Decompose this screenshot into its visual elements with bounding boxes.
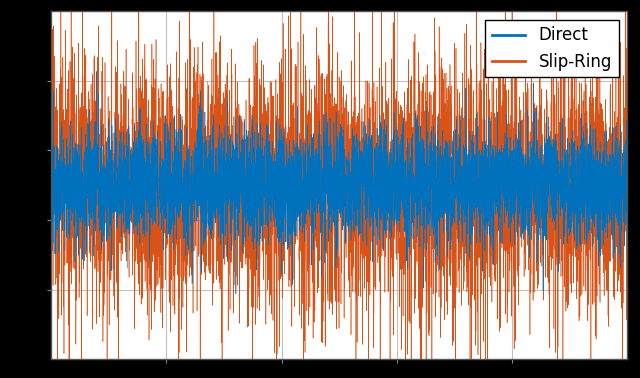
Direct	[623, 246, 631, 251]
Slip-Ring	[47, 161, 55, 165]
Direct	[268, 153, 275, 158]
Direct	[92, 69, 100, 74]
Slip-Ring	[623, 141, 631, 146]
Direct	[521, 165, 529, 170]
Direct	[477, 159, 485, 163]
Slip-Ring	[268, 80, 275, 85]
Direct	[393, 168, 401, 172]
Line: Slip-Ring: Slip-Ring	[51, 0, 627, 378]
Line: Direct: Direct	[51, 71, 627, 294]
Slip-Ring	[477, 176, 485, 180]
Slip-Ring	[393, 257, 401, 262]
Slip-Ring	[521, 163, 529, 168]
Legend: Direct, Slip-Ring: Direct, Slip-Ring	[486, 20, 619, 77]
Direct	[422, 180, 430, 184]
Direct	[47, 189, 55, 194]
Slip-Ring	[152, 37, 160, 42]
Direct	[152, 172, 160, 176]
Slip-Ring	[422, 72, 430, 77]
Direct	[232, 291, 240, 296]
